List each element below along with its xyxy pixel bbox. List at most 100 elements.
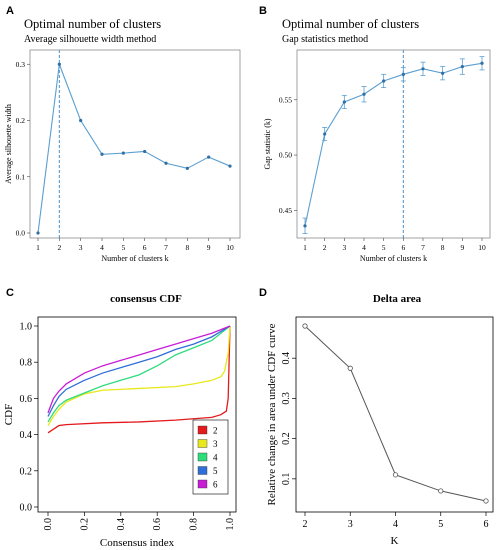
x-tick-label: 9 <box>207 243 211 252</box>
x-tick-label: 6 <box>484 519 489 530</box>
data-point <box>441 71 445 75</box>
y-tick-label: 0.3 <box>16 60 26 69</box>
x-tick-label: 0.8 <box>189 518 200 531</box>
legend-label: 5 <box>213 466 218 476</box>
panel-b-plot: 0.45 0.50 0.55 1 2 3 4 5 6 7 8 9 10 Number of cluster… <box>263 49 491 263</box>
panel-b-subtitle: Gap statistics method <box>282 34 368 45</box>
data-point <box>382 79 386 83</box>
x-tick-label: 4 <box>393 519 398 530</box>
panel-a-title: Optimal number of clusters <box>24 17 161 31</box>
y-tick-label: 0.4 <box>281 352 292 365</box>
data-point <box>143 149 147 154</box>
x-tick-label: 1 <box>36 243 40 252</box>
data-point <box>421 67 425 71</box>
x-tick-label: 3 <box>79 243 83 252</box>
data-point <box>483 498 489 504</box>
x-tick-label: 2 <box>323 243 327 252</box>
legend-label: 3 <box>213 439 218 449</box>
data-point <box>303 224 307 228</box>
data-point <box>100 152 104 156</box>
plot-border-d <box>295 316 494 513</box>
cdf-line-2 <box>47 325 231 434</box>
x-axis-label: K <box>391 535 399 547</box>
data-point <box>302 323 308 329</box>
data-point <box>362 92 366 96</box>
data-point <box>392 472 399 478</box>
panel-d-plot: 0.1 0.2 0.3 0.4 2 3 4 5 6 K Relative change in are… <box>266 316 494 547</box>
plot-border-b <box>296 49 491 239</box>
panel-c-plot: 0.0 0.2 0.4 0.6 0.8 1.0 0.0 0.2 0.4 0.6 0.8 1.0 Cons… <box>3 316 237 549</box>
y-tick-label: 0.2 <box>20 466 33 477</box>
x-tick-label: 5 <box>382 243 386 252</box>
x-tick-label: 0.6 <box>152 518 163 531</box>
panel-b: B Optimal number of clusters Gap statist… <box>259 5 491 263</box>
y-axis-label: Average silhouette width <box>4 104 13 184</box>
x-tick-label: 0.0 <box>43 518 54 531</box>
legend-swatch <box>197 452 208 462</box>
data-point <box>401 72 405 76</box>
x-tick-label: 2 <box>57 243 61 252</box>
x-tick-label: 0.4 <box>116 518 127 531</box>
x-tick-label: 4 <box>100 243 104 252</box>
x-tick-label: 10 <box>478 243 486 252</box>
data-point <box>438 488 444 494</box>
panel-b-letter: B <box>259 5 267 17</box>
y-tick-label: 0.1 <box>281 473 292 486</box>
y-axis-label: Relative change in area under CDF curve <box>266 323 278 505</box>
series-line <box>304 62 483 226</box>
legend-swatch <box>197 479 208 489</box>
y-tick-label: 0.55 <box>279 95 292 104</box>
x-tick-label: 6 <box>401 243 405 252</box>
x-tick-label: 1.0 <box>225 518 236 531</box>
x-axis-label: Number of clusters k <box>360 254 427 263</box>
x-tick-label: 8 <box>185 243 189 252</box>
legend-label: 4 <box>213 453 218 463</box>
x-tick-label: 3 <box>348 519 353 530</box>
y-tick-label: 0.50 <box>279 151 292 160</box>
cdf-line-6 <box>47 325 231 414</box>
panel-c-letter: C <box>6 287 14 299</box>
data-point <box>207 155 211 159</box>
panel-a: A Optimal number of clusters Average sil… <box>4 5 241 263</box>
data-point <box>36 231 40 235</box>
x-tick-label: 2 <box>303 519 308 530</box>
data-point <box>57 62 61 66</box>
y-tick-label: 0.2 <box>281 432 292 445</box>
plot-border-c <box>37 316 237 513</box>
y-axis-label: CDF <box>3 404 15 425</box>
y-tick-label: 0.8 <box>20 358 33 369</box>
legend-swatch <box>197 466 208 475</box>
panel-a-plot: 0.0 0.1 0.2 0.3 1 2 3 4 5 6 7 8 9 10 Number of cluster… <box>4 49 241 263</box>
x-tick-label: 0.2 <box>79 518 90 531</box>
y-tick-label: 0.2 <box>16 116 26 125</box>
y-tick-label: 1.0 <box>20 322 33 333</box>
data-point <box>164 161 168 165</box>
cdf-line-5 <box>47 325 231 417</box>
series-line <box>37 64 231 234</box>
x-tick-label: 7 <box>421 243 425 252</box>
data-point <box>342 100 346 104</box>
x-tick-label: 1 <box>303 243 307 252</box>
data-point <box>79 118 83 123</box>
x-tick-label: 5 <box>121 243 125 252</box>
x-tick-label: 10 <box>226 243 234 252</box>
cdf-line-4 <box>47 325 231 423</box>
x-tick-label: 4 <box>362 243 366 252</box>
panel-c-title: consensus CDF <box>110 293 182 305</box>
y-tick-label: 0.0 <box>20 503 33 514</box>
x-axis-label: Consensus index <box>100 537 175 549</box>
data-point <box>347 365 353 371</box>
x-tick-label: 5 <box>438 519 443 530</box>
x-tick-label: 8 <box>441 243 445 252</box>
legend-swatch <box>197 425 208 435</box>
y-tick-label: 0.45 <box>279 206 292 215</box>
x-tick-label: 9 <box>460 243 464 252</box>
data-point <box>185 166 189 170</box>
data-point <box>121 151 125 155</box>
plot-border-a <box>29 49 241 239</box>
y-tick-label: 0.3 <box>281 392 292 405</box>
legend-label: 6 <box>213 480 218 490</box>
cdf-line-3 <box>47 325 231 426</box>
data-point <box>480 61 484 65</box>
y-axis-label: Gap statistic (k) <box>263 118 272 169</box>
